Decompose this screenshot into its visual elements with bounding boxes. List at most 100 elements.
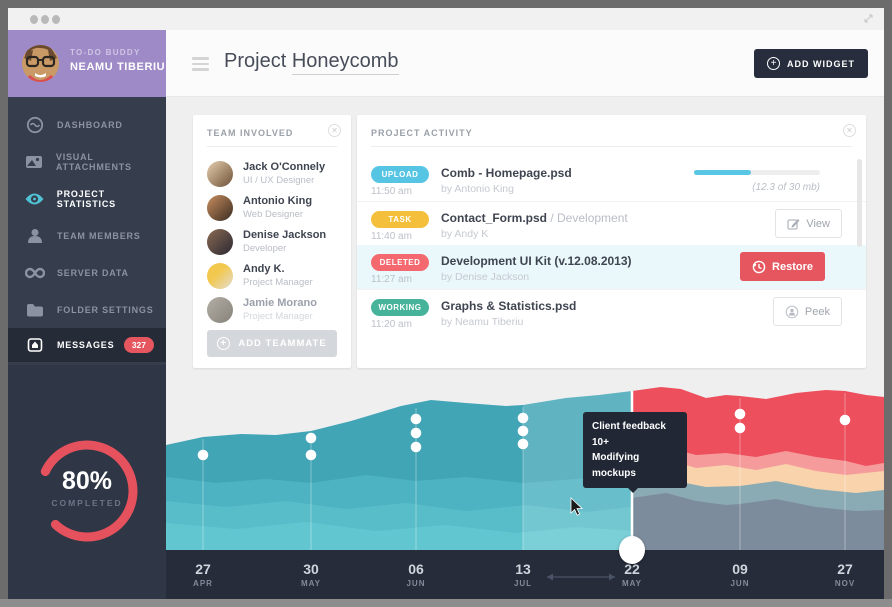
activity-time: 11:50 am — [371, 186, 412, 197]
timeline-tick[interactable]: 13 JUL — [513, 561, 533, 588]
activity-title: Comb - Homepage.psd — [441, 166, 572, 180]
infinity-icon — [25, 267, 45, 279]
user-name: NEAMU TIBERIU — [70, 61, 166, 73]
member-avatar — [207, 229, 233, 255]
statistics-area-chart[interactable]: Client feedback 10+ Modifying mockups — [166, 385, 884, 550]
image-icon — [25, 153, 44, 171]
hamburger-menu-icon[interactable] — [192, 57, 209, 74]
titlebar — [8, 8, 884, 30]
folder-icon — [25, 303, 45, 317]
team-member-row[interactable]: Jack O'Connely UI / UX Designer — [193, 159, 351, 191]
activity-row-task[interactable]: TASK 11:40 am Contact_Form.psd / Develop… — [357, 201, 866, 245]
mouse-cursor — [570, 497, 583, 516]
messages-count-badge: 327 — [123, 337, 154, 353]
sidebar: TO-DO BUDDY NEAMU TIBERIU DASHBOARD VISU… — [8, 30, 166, 599]
main-header: Project Honeycomb + ADD WIDGET — [166, 30, 884, 97]
project-name-editable[interactable]: Honeycomb — [291, 50, 399, 75]
plus-circle-icon: + — [767, 57, 780, 70]
split-drag-handle[interactable] — [619, 536, 645, 564]
peek-person-icon — [785, 305, 799, 318]
view-button[interactable]: View — [775, 209, 842, 238]
completion-ring: 80% COMPLETED — [27, 431, 147, 551]
panel-title: PROJECT ACTIVITY — [371, 128, 473, 138]
team-member-row[interactable]: Denise Jackson Developer — [193, 227, 351, 259]
sidebar-nav: DASHBOARD VISUAL ATTACHMENTS PROJECT STA… — [8, 106, 166, 362]
dashboard-icon — [25, 116, 45, 134]
member-avatar — [207, 297, 233, 323]
messages-icon — [25, 337, 45, 353]
completion-caption: COMPLETED — [51, 498, 123, 508]
activity-title: Development UI Kit (v.12.08.2013) — [441, 254, 632, 268]
sidebar-item-folder-settings[interactable]: FOLDER SETTINGS — [8, 291, 166, 328]
activity-row-working[interactable]: WORKING 11:20 am Graphs & Statistics.psd… — [357, 289, 866, 333]
add-teammate-button[interactable]: + ADD TEAMMATE — [207, 330, 337, 357]
sidebar-item-team-members[interactable]: TEAM MEMBERS — [8, 217, 166, 254]
restore-icon — [752, 260, 766, 273]
timeline-tick[interactable]: 27 APR — [193, 561, 213, 588]
stacked-area-svg — [166, 387, 884, 550]
activity-author: by Antonio King — [441, 183, 514, 195]
window-control-dot[interactable] — [52, 15, 60, 24]
activity-title: Contact_Form.psd / Development — [441, 211, 628, 225]
sidebar-item-project-statistics[interactable]: PROJECT STATISTICS — [8, 180, 166, 217]
timeline-strip[interactable]: 27 APR 30 MAY 06 JUN 13 JUL 22 MAY 09 JUN 27 NO… — [166, 550, 884, 599]
chart-tooltip: Client feedback 10+ Modifying mockups — [583, 412, 687, 493]
member-avatar — [207, 263, 233, 289]
avatar — [22, 45, 59, 82]
user-greeting: TO-DO BUDDY — [70, 48, 141, 57]
project-activity-panel: PROJECT ACTIVITY ✕ UPLOAD 11:50 am Comb … — [357, 115, 866, 368]
restore-button[interactable]: Restore — [740, 252, 825, 281]
peek-button[interactable]: Peek — [772, 297, 842, 326]
close-icon[interactable]: ✕ — [328, 124, 341, 137]
activity-time: 11:20 am — [371, 319, 412, 330]
status-badge: UPLOAD — [371, 166, 429, 183]
close-icon[interactable]: ✕ — [843, 124, 856, 137]
window-control-dot[interactable] — [41, 15, 49, 24]
panel-title: TEAM INVOLVED — [207, 128, 294, 138]
upload-progress-bar — [694, 170, 820, 175]
activity-author: by Andy K — [441, 228, 489, 240]
sidebar-item-dashboard[interactable]: DASHBOARD — [8, 106, 166, 143]
team-member-row[interactable]: Antonio King Web Designer — [193, 193, 351, 225]
activity-time: 11:27 am — [371, 274, 412, 285]
upload-progress-note: (12.3 of 30 mb) — [752, 182, 820, 193]
sidebar-item-messages[interactable]: MESSAGES 327 — [8, 328, 166, 362]
team-member-row[interactable]: Andy K. Project Manager — [193, 261, 351, 293]
sidebar-progress-section: 80% COMPLETED — [8, 365, 166, 599]
add-widget-button[interactable]: + ADD WIDGET — [754, 49, 868, 78]
person-icon — [25, 228, 45, 244]
app-window: TO-DO BUDDY NEAMU TIBERIU DASHBOARD VISU… — [8, 8, 884, 599]
completion-percent: 80% — [61, 467, 113, 495]
resize-icon[interactable] — [863, 13, 874, 24]
timeline-tick[interactable]: 06 JUN — [406, 561, 426, 588]
sidebar-item-visual-attachments[interactable]: VISUAL ATTACHMENTS — [8, 143, 166, 180]
panel-scrollbar[interactable] — [857, 159, 862, 247]
status-badge: TASK — [371, 211, 429, 228]
activity-title: Graphs & Statistics.psd — [441, 299, 577, 313]
drag-range-arrow-icon — [547, 573, 615, 581]
page-title: Project Honeycomb — [224, 50, 399, 75]
main-content: Project Honeycomb + ADD WIDGET TEAM INVO… — [166, 30, 884, 599]
eye-icon — [25, 192, 45, 206]
user-card[interactable]: TO-DO BUDDY NEAMU TIBERIU — [8, 30, 166, 97]
window-control-dot[interactable] — [30, 15, 38, 24]
timeline-tick[interactable]: 30 MAY — [300, 561, 322, 588]
team-involved-panel: TEAM INVOLVED ✕ Jack O'Connely UI / UX D… — [193, 115, 351, 368]
status-badge: WORKING — [371, 299, 429, 316]
member-avatar — [207, 161, 233, 187]
sidebar-item-server-data[interactable]: SERVER DATA — [8, 254, 166, 291]
pencil-icon — [787, 219, 800, 230]
activity-time: 11:40 am — [371, 231, 412, 242]
member-avatar — [207, 195, 233, 221]
timeline-tick[interactable]: 09 JUN — [730, 561, 750, 588]
status-badge: DELETED — [371, 254, 429, 271]
activity-author: by Denise Jackson — [441, 271, 530, 283]
timeline-tick[interactable]: 27 NOV — [834, 561, 856, 588]
activity-row-deleted[interactable]: DELETED 11:27 am Development UI Kit (v.1… — [357, 245, 866, 289]
timeline-tick-selected[interactable]: 22 MAY — [621, 561, 643, 588]
activity-row-upload[interactable]: UPLOAD 11:50 am Comb - Homepage.psd by A… — [357, 157, 866, 201]
activity-author: by Neamu Tiberiu — [441, 316, 524, 328]
team-member-row[interactable]: Jamie Morano Project Manager — [193, 295, 351, 327]
plus-circle-icon: + — [217, 337, 231, 350]
